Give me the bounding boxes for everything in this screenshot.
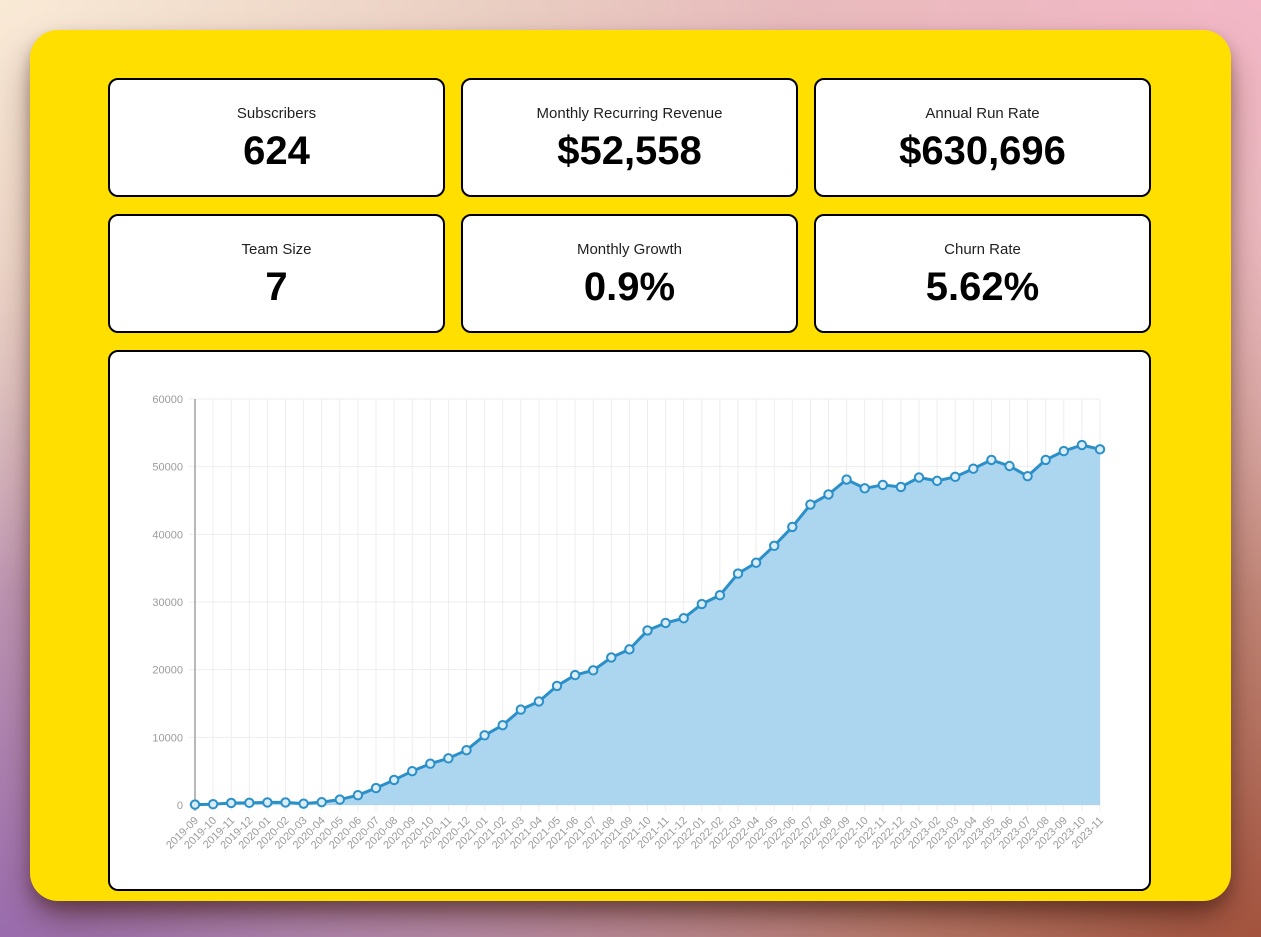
mrr-chart-panel: 0 10000 20000 30000 40000 50000 60000 2019-09 20… [108,350,1151,891]
stat-card-monthly-growth: Monthly Growth 0.9% [461,214,798,333]
stat-value: $52,558 [557,128,702,173]
stats-grid: Subscribers 624 Monthly Recurring Revenu… [108,78,1151,333]
stat-card-team-size: Team Size 7 [108,214,445,333]
stat-value: 0.9% [583,264,676,309]
svg-text:10000: 10000 [152,732,183,744]
svg-text:0: 0 [177,800,183,812]
stat-value: 7 [265,264,288,309]
stat-label: Churn Rate [944,240,1021,258]
stat-label: Team Size [241,240,312,258]
stat-label: Subscribers [236,104,317,122]
stat-card-annual-run-rate: Annual Run Rate $630,696 [814,78,1151,197]
stat-value: $630,696 [899,128,1066,173]
stat-value: 624 [243,128,310,173]
stat-value: 5.62% [925,264,1040,309]
svg-text:40000: 40000 [152,529,183,541]
svg-text:50000: 50000 [152,462,183,474]
svg-text:60000: 60000 [152,394,183,406]
stat-label: Monthly Recurring Revenue [536,104,723,122]
stat-card-churn-rate: Churn Rate 5.62% [814,214,1151,333]
mrr-chart-canvas[interactable]: 01000020000300004000050000600002019-0920… [125,373,1131,879]
svg-text:20000: 20000 [152,665,183,677]
stat-card-monthly-recurring-revenue: Monthly Recurring Revenue $52,558 [461,78,798,197]
svg-text:30000: 30000 [152,597,183,609]
stat-card-subscribers: Subscribers 624 [108,78,445,197]
stat-label: Monthly Growth [576,240,683,258]
stat-label: Annual Run Rate [925,104,1040,122]
dashboard-board: Subscribers 624 Monthly Recurring Revenu… [30,30,1231,901]
